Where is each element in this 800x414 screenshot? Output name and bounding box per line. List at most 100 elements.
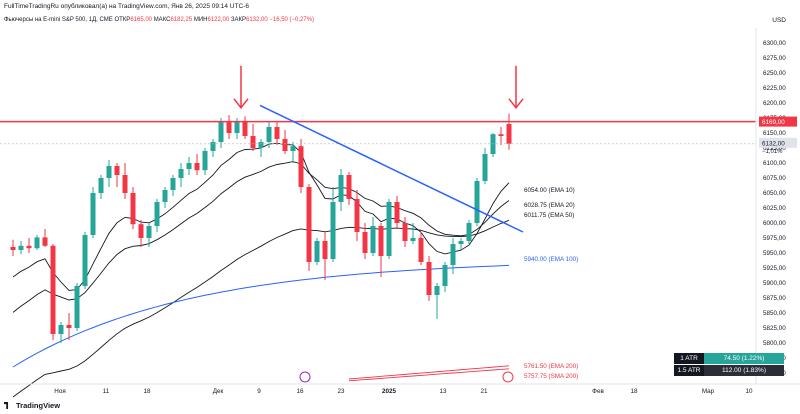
x-tick-label: 21 (480, 388, 488, 395)
candle-body (26, 245, 32, 249)
ohlc-legend: Фьючерсы на E-mini S&P 500, 1Д, CME ОТКР… (4, 17, 314, 23)
y-tick-label: 6075,00 (763, 175, 786, 182)
brand-text: TradingView (16, 401, 61, 410)
publish-attribution: FullTimeTradingRu опубликовал(а) на Trad… (4, 3, 249, 10)
drawing-tools (0, 65, 756, 383)
candle-body (498, 134, 504, 136)
y-tick-label: 6025,00 (763, 205, 786, 212)
y-tick-label: 6300,00 (763, 40, 786, 47)
atr-name: 1.5 ATR (677, 367, 701, 374)
candle-series (10, 113, 512, 343)
x-tick-label: 2025 (382, 388, 397, 395)
y-tick-label: 6100,00 (763, 160, 786, 167)
candle-body (298, 146, 304, 187)
candle-body (266, 127, 272, 142)
atr-row-2: 1.5 ATR 112.00 (1.83%) (674, 365, 784, 376)
atr-value: 112.00 (1.83%) (704, 365, 784, 376)
close-value: 6132,00 (245, 17, 268, 23)
candle-body (18, 245, 24, 250)
candle-body (210, 142, 216, 151)
candle-body (474, 181, 480, 223)
close-label: ЗАКР (230, 17, 246, 23)
change-value: −16,50 (−0,27%) (269, 17, 315, 23)
x-tick-label: Мар (702, 388, 715, 395)
candle-body (386, 202, 392, 256)
candle-body (306, 187, 312, 262)
atr-value: 74.50 (1.22%) (704, 353, 784, 364)
candle-body (178, 169, 184, 178)
candle-body (10, 247, 16, 250)
sma-200-line (348, 368, 510, 382)
y-tick-label: 5925,00 (763, 265, 786, 272)
tradingview-logo-icon (4, 402, 9, 409)
candle-body (226, 122, 232, 133)
x-tick-label: 16 (296, 388, 304, 395)
y-tick-label: 6250,00 (763, 70, 786, 77)
indicator-label: 5940.00 (EMA 100) (524, 256, 578, 263)
moving-average-lines (12, 142, 510, 398)
resistance-price-label: 6169,00 (762, 119, 785, 126)
y-tick-label: 6000,00 (763, 220, 786, 227)
instrument-name[interactable]: Фьючерсы на E-mini S&P 500, 1Д, CME (4, 17, 113, 23)
candle-body (234, 121, 240, 133)
y-tick-label: 5900,00 (763, 280, 786, 287)
indicator-label: 6054.00 (EMA 10) (524, 187, 575, 194)
candle-body (74, 286, 80, 328)
ema-100-line (12, 264, 510, 368)
arrow-down-icon-left-head (233, 98, 249, 110)
candle-body (138, 224, 144, 238)
candle-body (354, 199, 360, 232)
candle-body (338, 175, 344, 202)
event-icon (299, 371, 311, 383)
candle-body (370, 226, 376, 253)
last-change-label: −1,01% (762, 149, 783, 155)
tradingview-brand[interactable]: TradingView (4, 401, 60, 410)
candle-body (50, 245, 56, 334)
candle-body (274, 127, 280, 139)
y-tick-label: 6125,00 (763, 145, 786, 152)
candle-body (90, 193, 96, 235)
ema-20-line (12, 161, 510, 313)
indicator-label: 5757.75 (SMA 200) (524, 373, 578, 380)
price-axis-bg (756, 0, 800, 400)
atr-name: 1 ATR (680, 355, 698, 362)
candle-body (378, 226, 384, 256)
y-tick-label: 6050,00 (763, 190, 786, 197)
indicator-label: 5761.50 (EMA 200) (524, 363, 578, 370)
indicator-labels: 6054.00 (EMA 10) 6028.75 (EMA 20) 6011.75 … (524, 187, 578, 380)
indicator-label: 6028.75 (EMA 20) (524, 202, 575, 209)
y-tick-label: 6150,00 (763, 130, 786, 137)
candle-body (330, 202, 336, 259)
candle-body (218, 122, 224, 142)
candle-body (394, 202, 400, 223)
last-price-label: 6132,00 (762, 140, 785, 147)
x-tick-label: 10 (745, 388, 753, 395)
y-tick-label: 6275,00 (763, 55, 786, 62)
time-axis[interactable]: Ноя 11 18 Дек 9 16 23 2025 13 21 Фев 18 Мар 10 (0, 383, 800, 395)
candle-body (258, 142, 264, 148)
y-tick-label: 5850,00 (763, 310, 786, 317)
candle-body (282, 139, 288, 151)
candle-body (130, 193, 136, 225)
candle-body (98, 178, 104, 193)
trendline (259, 104, 524, 233)
candle-body (162, 190, 168, 202)
candle-body (426, 262, 432, 295)
dividend-icon (502, 371, 514, 383)
candle-body (482, 154, 488, 181)
y-tick-label: 5975,00 (763, 235, 786, 242)
candle-body (410, 238, 416, 241)
candle-body (346, 175, 352, 199)
candle-body (186, 163, 192, 169)
high-label: МАКС (153, 17, 171, 23)
currency-label[interactable]: USD (772, 17, 786, 24)
open-value: 6165,00 (130, 17, 153, 23)
price-axis[interactable]: 5750,005775,005800,005825,005850,005875,… (755, 0, 800, 400)
arrow-down-icon-right-head (508, 98, 524, 110)
last-price-label-bg (759, 137, 797, 148)
y-tick-label: 5875,00 (763, 295, 786, 302)
candle-body (34, 237, 40, 249)
candle-body (194, 163, 200, 171)
y-tick-label: 6225,00 (763, 85, 786, 92)
candle-body (154, 202, 160, 226)
